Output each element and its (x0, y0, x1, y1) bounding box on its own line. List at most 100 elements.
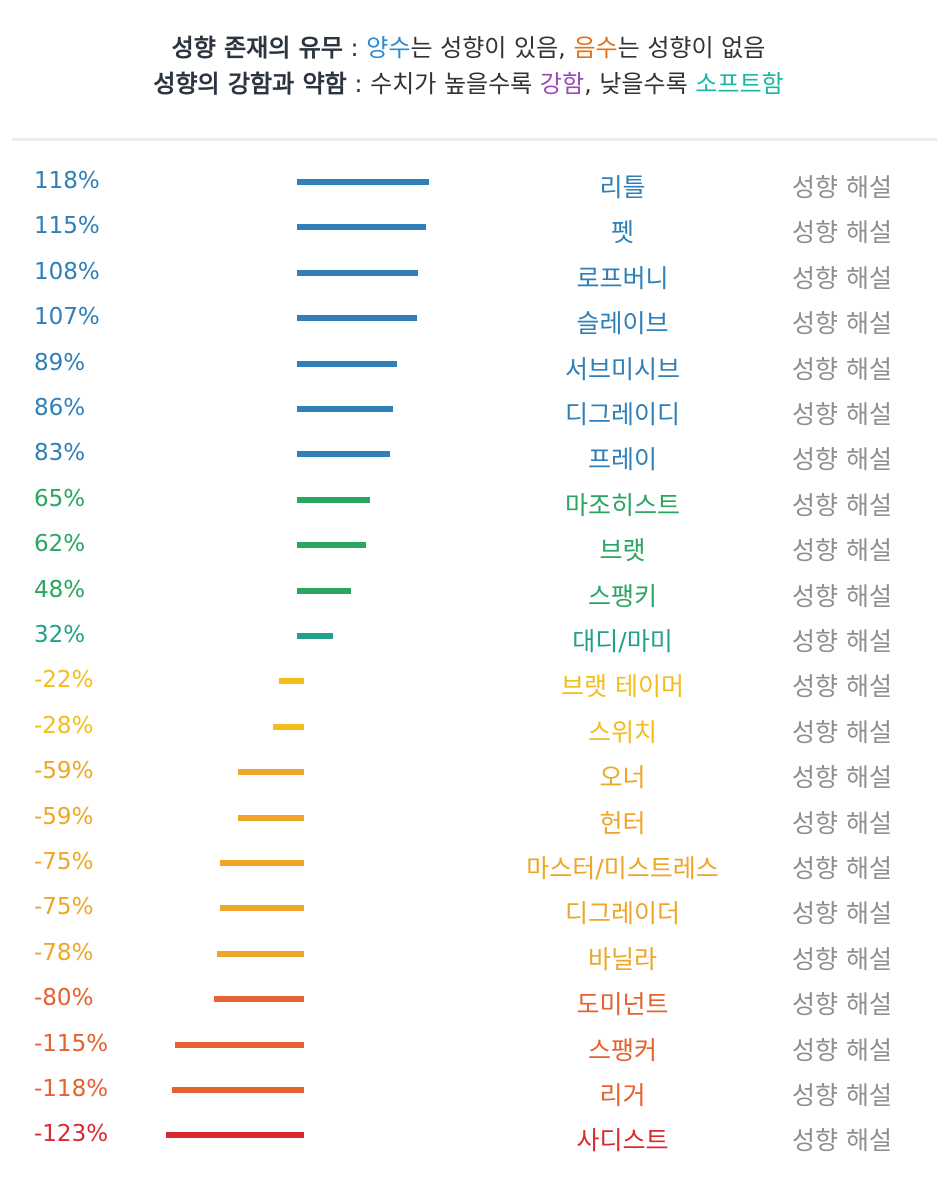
tendency-description-link[interactable]: 성향 해설 (792, 218, 892, 248)
tendency-description-link[interactable]: 성향 해설 (792, 854, 892, 883)
tendency-name: 바닐라 (587, 944, 657, 974)
tendency-description-link[interactable]: 성향 해설 (792, 717, 892, 747)
tendency-name: 스팽커 (587, 1035, 657, 1065)
tendency-name: 사디스트 (576, 1126, 669, 1156)
tendency-row: -123% 사디스트 성향 해설 (0, 1113, 937, 1158)
tendency-row: -115% 스팽커 성향 해설 (0, 1023, 937, 1068)
tendency-name: 브랫 테이머 (561, 672, 684, 702)
tendency-row: 86% 디그레이디 성향 해설 (0, 387, 937, 432)
tendency-description-link[interactable]: 성향 해설 (792, 445, 892, 475)
legend-positive-word: 양수 (366, 34, 411, 62)
tendency-description-link[interactable]: 성향 해설 (792, 536, 892, 566)
tendency-bar (297, 542, 367, 549)
tendency-description-link[interactable]: 성향 해설 (792, 1126, 892, 1156)
tendency-description-link[interactable]: 성향 해설 (792, 808, 892, 838)
tendency-row: 107% 슬레이브 성향 해설 (0, 296, 937, 341)
tendency-row: -75% 마스터/미스트레스 성향 해설 (0, 841, 937, 886)
tendency-bar (297, 269, 418, 276)
tendency-description-link[interactable]: 성향 해설 (792, 490, 892, 520)
tendency-description-link[interactable]: 성향 해설 (792, 990, 892, 1020)
tendency-name: 리거 (599, 1081, 646, 1110)
tendency-name: 서브미시브 (564, 354, 680, 384)
legend-strong-word: 강함 (539, 70, 585, 98)
tendency-percent: 86% (34, 395, 86, 421)
tendency-bar (297, 633, 333, 639)
legend-line-existence: 성향 존재의 유무 : 양수는 성향이 있음, 음수는 성향이 없음 (0, 28, 937, 63)
tendency-bar (220, 905, 304, 912)
tendency-name: 스팽키 (587, 581, 657, 611)
tendency-bar (297, 315, 417, 322)
tendency-bar (297, 406, 394, 412)
tendency-row: 83% 프레이 성향 해설 (0, 432, 937, 477)
tendency-description-link[interactable]: 성향 해설 (792, 400, 892, 429)
tendency-name: 슬레이브 (576, 309, 669, 339)
tendency-percent: 83% (34, 440, 86, 467)
tendency-bar (272, 723, 304, 730)
tendency-percent: -80% (34, 985, 94, 1012)
tendency-bar (297, 451, 390, 458)
tendency-bar (297, 179, 430, 185)
tendency-percent: -59% (34, 803, 94, 830)
tendency-bar (214, 996, 304, 1003)
tendency-bar (237, 769, 304, 776)
legend-existence-title: 성향 존재의 유무 (171, 34, 343, 62)
tendency-name: 펫 (610, 218, 634, 248)
tendency-name: 브랫 (599, 536, 646, 566)
tendency-row: 48% 스팽키 성향 해설 (0, 569, 937, 614)
header-divider (12, 138, 937, 141)
tendency-name: 디그레이더 (564, 899, 680, 929)
tendency-description-link[interactable]: 성향 해설 (792, 309, 892, 339)
tendency-bar (175, 1041, 304, 1048)
tendency-bar (297, 360, 397, 367)
tendency-row: 115% 펫 성향 해설 (0, 205, 937, 250)
tendency-percent: 62% (34, 531, 86, 558)
tendency-description-link[interactable]: 성향 해설 (792, 173, 892, 202)
tendency-description-link[interactable]: 성향 해설 (792, 899, 892, 929)
tendency-percent: 115% (34, 213, 100, 240)
tendency-row: 62% 브랫 성향 해설 (0, 523, 937, 568)
tendency-bar (297, 496, 370, 503)
tendency-description-link[interactable]: 성향 해설 (792, 672, 892, 702)
tendency-name: 도미넌트 (576, 990, 669, 1020)
tendency-percent: 108% (34, 258, 100, 285)
tendency-row: 118% 리틀 성향 해설 (0, 160, 937, 205)
legend-separator: : (346, 70, 371, 98)
tendency-row: 32% 대디/마미 성향 해설 (0, 614, 937, 659)
tendency-description-link[interactable]: 성향 해설 (792, 763, 892, 793)
tendency-name: 마조히스트 (564, 490, 680, 520)
tendency-row: -78% 바닐라 성향 해설 (0, 932, 937, 977)
legend-existence-mid: 는 성향이 있음, (410, 34, 574, 62)
tendency-row: 89% 서브미시브 성향 해설 (0, 342, 937, 387)
tendency-percent: -22% (34, 667, 94, 694)
tendency-name: 헌터 (599, 808, 646, 838)
tendency-description-link[interactable]: 성향 해설 (792, 581, 892, 611)
tendency-percent: -75% (34, 849, 94, 875)
tendency-row: 65% 마조히스트 성향 해설 (0, 478, 937, 523)
tendency-description-link[interactable]: 성향 해설 (792, 263, 892, 293)
tendency-name: 디그레이디 (564, 400, 680, 429)
legend-separator: : (342, 34, 367, 62)
tendency-bar (297, 224, 426, 231)
tendency-description-link[interactable]: 성향 해설 (792, 627, 892, 656)
tendency-percent: 65% (34, 485, 86, 512)
legend-negative-word: 음수 (573, 34, 618, 62)
tendency-percent: -78% (34, 939, 94, 966)
tendency-name: 대디/마미 (572, 627, 673, 656)
tendency-description-link[interactable]: 성향 해설 (792, 1081, 892, 1110)
tendency-description-link[interactable]: 성향 해설 (792, 354, 892, 384)
tendency-percent: 89% (34, 349, 86, 376)
tendency-description-link[interactable]: 성향 해설 (792, 1035, 892, 1065)
legend-header: 성향 존재의 유무 : 양수는 성향이 있음, 음수는 성향이 없음 성향의 강… (0, 0, 937, 138)
tendency-percent: -115% (34, 1030, 109, 1057)
tendency-name: 오너 (599, 763, 646, 793)
tendency-percent: 48% (34, 576, 86, 603)
tendency-row: -75% 디그레이더 성향 해설 (0, 886, 937, 931)
tendency-description-link[interactable]: 성향 해설 (792, 944, 892, 974)
tendency-bar (279, 678, 304, 685)
tendency-row: 108% 로프버니 성향 해설 (0, 251, 937, 296)
tendency-bar (220, 860, 304, 866)
legend-soft-word: 소프트함 (695, 70, 784, 98)
tendency-row: -59% 헌터 성향 해설 (0, 796, 937, 841)
tendency-percent: -123% (34, 1121, 109, 1148)
tendency-name: 로프버니 (576, 263, 669, 293)
